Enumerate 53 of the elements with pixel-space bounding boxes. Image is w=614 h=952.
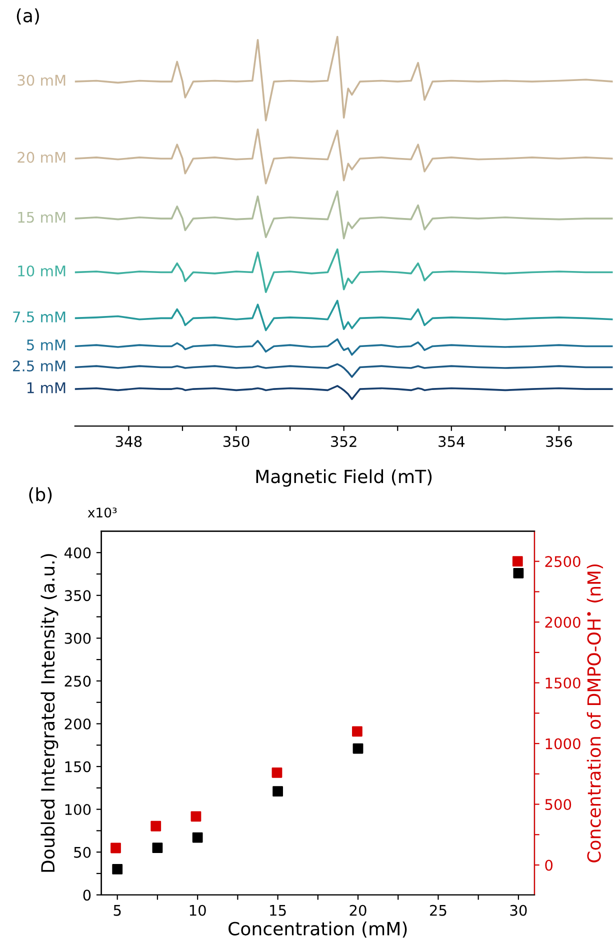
y-tick-label: 400 [64,547,91,558]
y2-tick-label: 500 [545,798,572,810]
series-label: 20 mM [18,152,66,163]
series-label: 30 mM [18,74,66,86]
y-tick-label: 150 [65,761,91,772]
x-tick-label: 10 [190,904,206,916]
series-label: 7.5 mM [13,312,66,322]
series-label: 5 mM [27,340,66,350]
point [513,568,524,578]
y2-tick-label: 1500 [546,678,580,689]
point [352,726,362,737]
point [152,842,163,854]
x-tick-label: 348 [116,436,142,448]
x-tick-label: 352 [331,436,356,448]
chart-title: (a) [16,8,39,24]
x-tick-label: 30 [510,904,527,916]
x-tick-label: 25 [430,904,446,916]
point [272,786,283,797]
point [272,767,282,778]
point [112,864,123,874]
point [192,832,203,843]
y-tick-label: 350 [64,590,91,602]
chart-title: (b) [29,487,52,504]
series-label: 1 mM [27,382,66,394]
y-tick-label: 0 [83,890,91,901]
point [512,556,523,567]
y-tick-label: 200 [64,718,91,730]
y-tick-label: 300 [64,632,91,644]
x-tick-label: 5 [114,905,121,916]
y2-tick-label: 2000 [545,616,580,628]
x-tick-label: 20 [350,904,366,916]
x-tick-label: 356 [546,436,572,448]
point [352,743,364,754]
x-axis-title: Concentration (mM) [228,921,407,938]
point [190,811,202,822]
y-tick-label: 50 [74,846,91,858]
x-axis-title: Magnetic Field (mT) [256,469,432,487]
x-tick-label: 350 [223,436,250,448]
y-axis-title: Doubled Intergrated Intensity (a.u.) [40,554,58,872]
series-label: 2.5 mM [13,360,66,372]
text: x10³ [88,508,117,518]
x-tick-label: 15 [270,905,286,916]
y2-axis-title: Concentration of DMPO-OH$^{•}$ (nM) [586,564,603,862]
y2-tick-label: 0 [545,860,553,871]
x-tick-label: 354 [438,436,465,448]
point [150,820,162,832]
point [110,842,121,854]
y-tick-label: 100 [65,804,91,816]
series-label: 10 mM [18,265,66,276]
y-tick-label: 250 [64,676,91,687]
y2-tick-label: 1000 [546,738,580,750]
series-label: 15 mM [18,212,66,223]
y2-tick-label: 2500 [545,556,580,568]
